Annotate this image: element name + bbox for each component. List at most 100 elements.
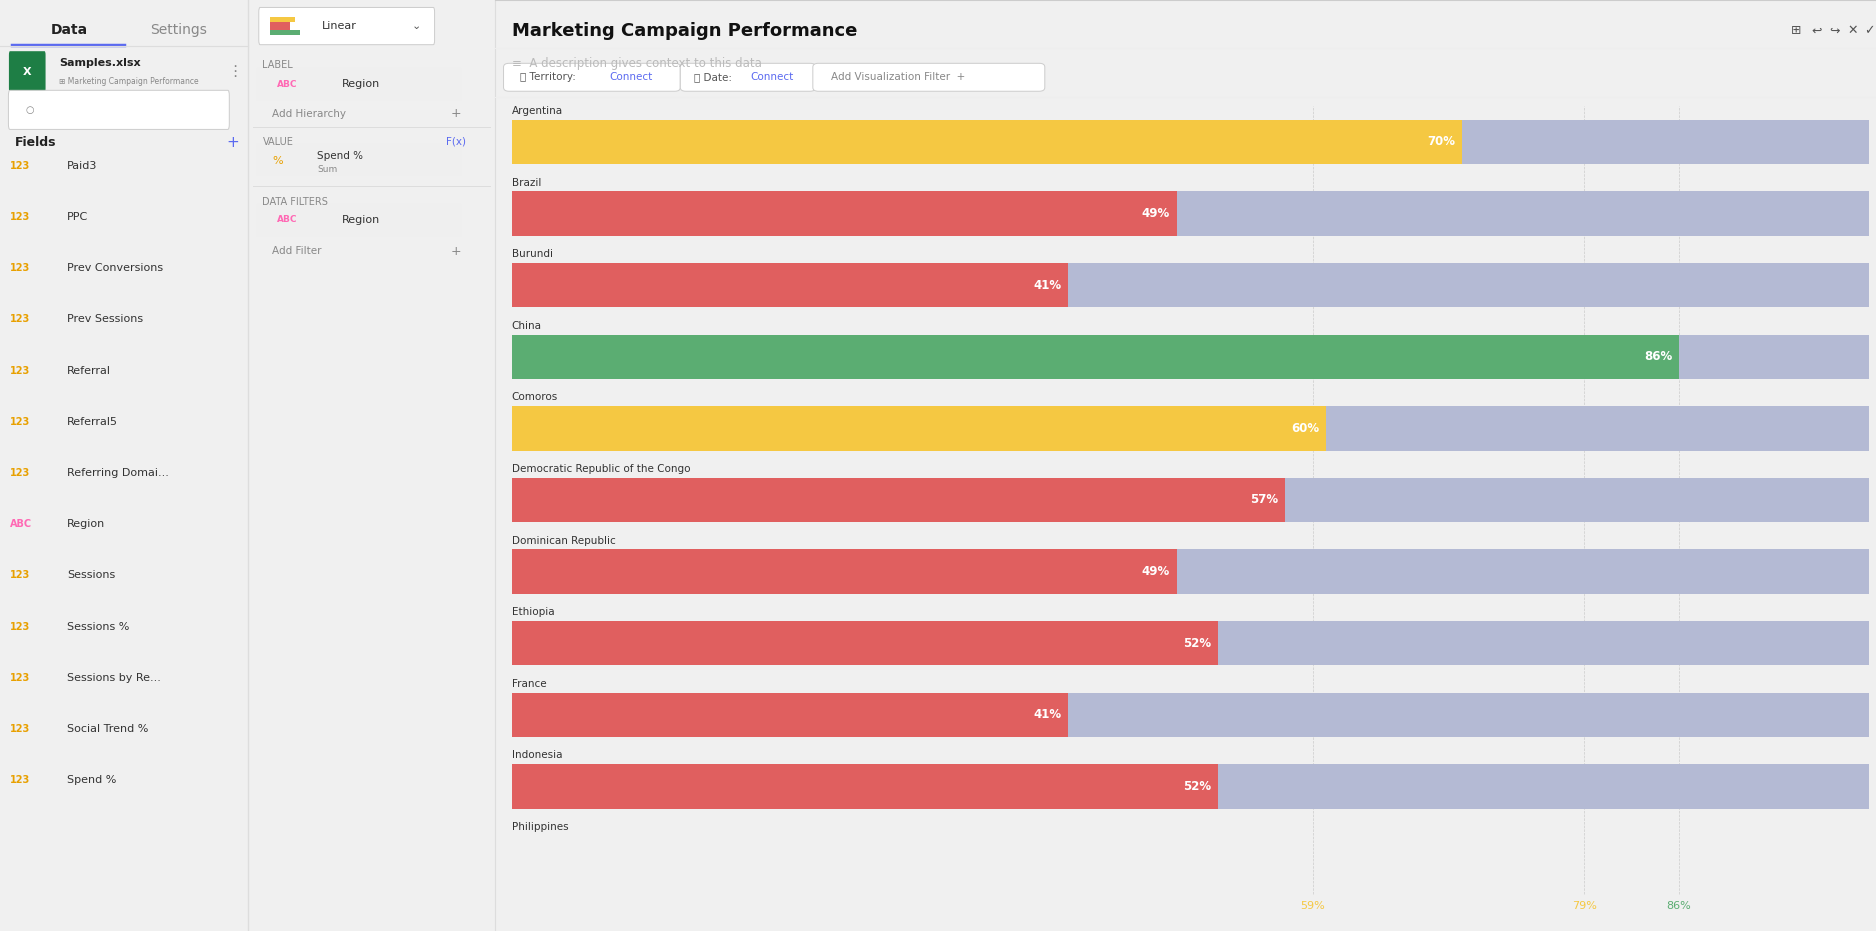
Bar	[512, 120, 1461, 164]
Text: 123: 123	[9, 212, 30, 222]
Text: 123: 123	[9, 417, 30, 426]
Text: Data: Data	[51, 22, 88, 37]
Text: 41%: 41%	[1034, 278, 1062, 291]
Bar	[512, 764, 1218, 808]
Text: VALUE: VALUE	[263, 137, 293, 146]
Text: Add Filter: Add Filter	[272, 247, 323, 256]
Text: 123: 123	[9, 622, 30, 631]
Text: Brazil: Brazil	[512, 178, 540, 188]
Bar	[512, 192, 1868, 236]
Bar	[512, 263, 1868, 307]
Text: Dominican Republic: Dominican Republic	[512, 535, 615, 546]
Text: ⌄: ⌄	[411, 21, 420, 31]
Text: F(x): F(x)	[446, 137, 465, 146]
Bar	[512, 549, 1868, 594]
Text: ✓: ✓	[1865, 24, 1874, 37]
Text: 123: 123	[9, 315, 30, 324]
Text: Connect: Connect	[610, 73, 653, 82]
Text: Samples.xlsx: Samples.xlsx	[60, 59, 141, 68]
Text: France: France	[512, 679, 546, 689]
Text: ABC: ABC	[278, 80, 298, 88]
Bar	[270, 17, 295, 22]
Text: Fields: Fields	[15, 136, 56, 149]
Bar	[512, 334, 1679, 379]
Text: Marketing Campaign Performance: Marketing Campaign Performance	[512, 21, 857, 40]
Text: DATA FILTERS: DATA FILTERS	[263, 197, 328, 207]
Text: 86%: 86%	[1666, 901, 1692, 911]
Text: Philippines: Philippines	[512, 822, 568, 832]
Text: 123: 123	[9, 776, 30, 785]
Text: Spend %: Spend %	[68, 776, 116, 785]
Text: Sessions by Re...: Sessions by Re...	[68, 673, 161, 682]
Text: Prev Sessions: Prev Sessions	[68, 315, 143, 324]
Bar	[512, 120, 1868, 164]
Bar	[270, 22, 289, 30]
Text: Region: Region	[341, 79, 381, 89]
Text: ABC: ABC	[278, 215, 298, 224]
Bar	[512, 693, 1868, 737]
Text: +: +	[450, 245, 461, 258]
Text: Prev Conversions: Prev Conversions	[68, 263, 163, 273]
FancyBboxPatch shape	[9, 51, 45, 92]
Text: ABC: ABC	[9, 519, 32, 529]
Text: Comoros: Comoros	[512, 393, 557, 402]
Text: ✕: ✕	[1848, 24, 1857, 37]
Text: 41%: 41%	[1034, 708, 1062, 722]
Text: 52%: 52%	[1182, 637, 1210, 650]
Text: Indonesia: Indonesia	[512, 750, 563, 761]
Text: %: %	[272, 156, 283, 166]
Bar	[512, 621, 1218, 666]
Text: 57%: 57%	[1251, 493, 1279, 506]
Text: Argentina: Argentina	[512, 106, 563, 116]
Text: Linear: Linear	[323, 21, 356, 31]
Text: Settings: Settings	[150, 22, 206, 37]
Text: ⋮: ⋮	[227, 64, 242, 79]
Text: 123: 123	[9, 161, 30, 170]
Text: Spend %: Spend %	[317, 152, 362, 161]
Text: ⧉ Territory:: ⧉ Territory:	[520, 73, 576, 82]
Text: China: China	[512, 321, 542, 331]
Text: Add Hierarchy: Add Hierarchy	[272, 109, 347, 118]
Text: 60%: 60%	[1291, 422, 1319, 435]
Text: 70%: 70%	[1428, 135, 1456, 148]
Bar	[512, 263, 1067, 307]
Text: Referral5: Referral5	[68, 417, 118, 426]
Bar	[512, 406, 1868, 451]
Text: 123: 123	[9, 571, 30, 580]
FancyBboxPatch shape	[259, 7, 435, 45]
Bar	[512, 764, 1868, 808]
Bar	[512, 693, 1067, 737]
Text: Sessions: Sessions	[68, 571, 114, 580]
Text: 52%: 52%	[1182, 780, 1210, 793]
Text: ≡  A description gives context to this data: ≡ A description gives context to this da…	[512, 57, 762, 70]
Text: PPC: PPC	[68, 212, 88, 222]
FancyBboxPatch shape	[812, 63, 1045, 91]
Text: Democratic Republic of the Congo: Democratic Republic of the Congo	[512, 464, 690, 474]
Text: Region: Region	[341, 215, 381, 224]
Bar	[512, 478, 1868, 522]
FancyBboxPatch shape	[681, 63, 816, 91]
Text: ⧉ Date:: ⧉ Date:	[694, 73, 732, 82]
Text: LABEL: LABEL	[263, 61, 293, 70]
FancyBboxPatch shape	[8, 90, 229, 129]
Bar	[512, 549, 1176, 594]
Text: Add Visualization Filter  +: Add Visualization Filter +	[831, 73, 964, 82]
Text: ⊞: ⊞	[1792, 24, 1801, 37]
Text: 123: 123	[9, 468, 30, 478]
Text: Sessions %: Sessions %	[68, 622, 129, 631]
Text: 79%: 79%	[1572, 901, 1596, 911]
Text: ○: ○	[26, 105, 34, 115]
Bar	[512, 334, 1868, 379]
Text: Ethiopia: Ethiopia	[512, 607, 555, 617]
FancyBboxPatch shape	[257, 68, 461, 101]
Text: Social Trend %: Social Trend %	[68, 724, 148, 734]
Text: 123: 123	[9, 263, 30, 273]
Text: ↩: ↩	[1812, 24, 1822, 37]
Text: +: +	[227, 135, 238, 150]
Text: X: X	[23, 67, 32, 76]
Bar	[512, 621, 1868, 666]
Text: Sum: Sum	[317, 165, 338, 174]
Text: Referral: Referral	[68, 366, 111, 375]
Text: +: +	[450, 107, 461, 120]
FancyBboxPatch shape	[503, 63, 681, 91]
